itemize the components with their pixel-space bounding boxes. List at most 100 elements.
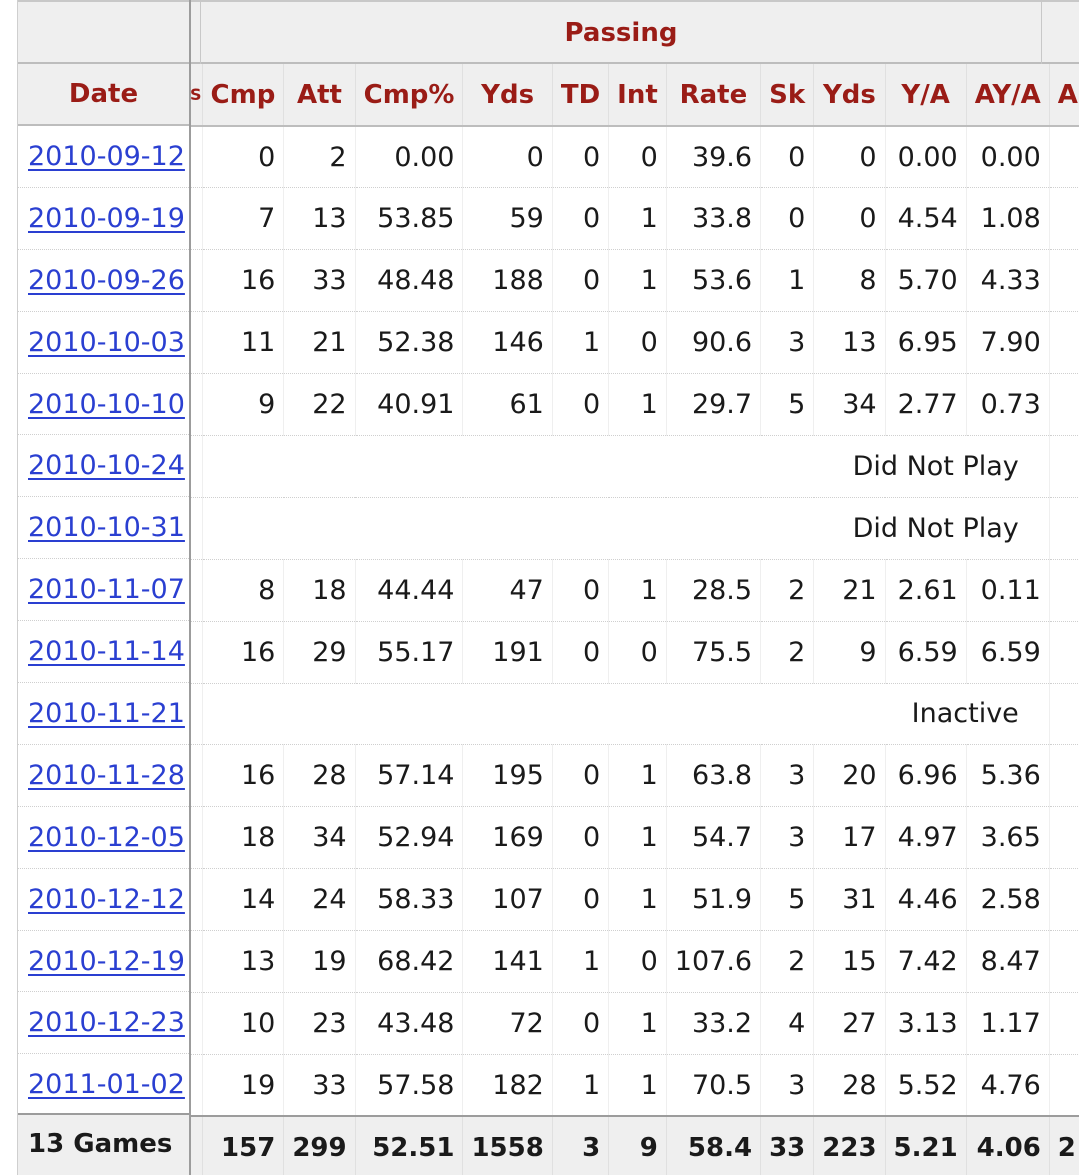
stat-cell: 29.7	[666, 373, 762, 436]
row-edge	[1049, 806, 1079, 870]
date-cell: 2010-12-19	[18, 931, 189, 993]
row-edge	[190, 311, 203, 375]
date-link[interactable]: 2010-10-31	[28, 512, 185, 544]
column-header[interactable]: Y/A	[885, 64, 967, 127]
stat-cell: 19	[202, 1054, 285, 1117]
totals-cell: 5.21	[885, 1115, 967, 1175]
column-header[interactable]: Att	[283, 64, 356, 127]
stat-cell: 6.59	[885, 621, 967, 684]
stat-cell: 17	[813, 806, 886, 870]
passing-group-header: Passing	[564, 18, 678, 48]
stat-cell: 28.5	[666, 559, 762, 622]
date-link[interactable]: 2010-10-10	[28, 388, 185, 420]
row-edge	[190, 683, 203, 746]
row-edge	[190, 744, 203, 808]
stat-cell: 33.2	[666, 992, 762, 1055]
stat-cell: 11	[202, 311, 285, 375]
date-link[interactable]: 2010-09-12	[28, 141, 185, 172]
row-edge	[1049, 683, 1079, 746]
table-row: 16 29 55.17 191 0 0 75.5 2 9 6.59 6.59	[190, 621, 1079, 684]
column-header[interactable]: Yds	[813, 64, 886, 127]
stat-cell: 2	[760, 930, 815, 993]
date-cell: 2010-11-07	[18, 559, 189, 622]
row-edge	[190, 930, 203, 993]
stat-cell: 0	[552, 806, 610, 870]
column-header[interactable]: A	[1049, 64, 1079, 127]
date-link[interactable]: 2010-12-05	[28, 821, 185, 853]
stat-cell: 1	[552, 1054, 610, 1117]
stat-cell: 54.7	[666, 806, 762, 870]
stat-cell: 0	[813, 126, 886, 189]
column-header[interactable]: TD	[552, 64, 610, 127]
row-edge	[1049, 559, 1079, 622]
table-row: Inactive	[190, 683, 1079, 746]
stat-cell: 0	[608, 930, 667, 993]
stat-cell: 3	[760, 744, 815, 808]
totals-cell: 157	[202, 1115, 285, 1175]
date-link[interactable]: 2011-01-02	[28, 1069, 185, 1101]
date-link[interactable]: 2010-11-14	[28, 636, 185, 668]
date-link[interactable]: 2010-12-12	[28, 883, 185, 915]
stat-cell: 52.38	[355, 311, 464, 375]
date-cell: 2010-11-28	[18, 745, 189, 807]
stat-cell: 0	[552, 992, 610, 1055]
stat-cell: 53.6	[666, 249, 762, 313]
table-body: 0 2 0.00 0 0 0 39.6 0 0 0.00 0.00 7 13 53.85 59 0 1 33.8 0…	[190, 126, 1079, 1117]
column-header[interactable]: Yds	[462, 64, 553, 127]
stat-cell: 9	[202, 373, 285, 436]
stat-cell: 3	[760, 806, 815, 870]
totals-cell: 1558	[462, 1115, 553, 1175]
date-link[interactable]: 2010-12-23	[28, 1007, 185, 1039]
date-link[interactable]: 2010-09-19	[28, 202, 185, 234]
date-link[interactable]: 2010-11-28	[28, 759, 185, 791]
totals-cell: 9	[608, 1115, 667, 1175]
date-link[interactable]: 2010-10-03	[28, 326, 185, 358]
stat-cell: 53.85	[355, 187, 464, 251]
column-header[interactable]: Sk	[760, 64, 815, 127]
table-row: 19 33 57.58 182 1 1 70.5 3 28 5.52 4.76	[190, 1054, 1079, 1117]
column-header[interactable]: Cmp%	[355, 64, 464, 127]
stat-cell: 6.95	[885, 311, 967, 375]
column-header[interactable]: AY/A	[966, 64, 1050, 127]
date-link[interactable]: 2010-11-07	[28, 574, 185, 606]
date-link[interactable]: 2010-09-26	[28, 264, 185, 296]
stat-cell: 0	[552, 621, 610, 684]
stat-cell: 2	[283, 126, 356, 189]
date-cells: 2010-09-12 2010-09-19 2010-09-26 2010-10-03…	[18, 126, 189, 1117]
column-header[interactable]: Cmp	[202, 64, 285, 127]
stat-cell: 2	[760, 621, 815, 684]
stat-cell: 61	[462, 373, 553, 436]
date-link[interactable]: 2010-11-21	[28, 698, 185, 730]
date-link[interactable]: 2010-10-24	[28, 450, 185, 482]
stat-cell: 146	[462, 311, 553, 375]
stat-cell: 7	[202, 187, 285, 251]
stat-cell: 29	[283, 621, 356, 684]
date-link[interactable]: 2010-12-19	[28, 945, 185, 977]
stat-cell: 21	[283, 311, 356, 375]
stat-cell: 0	[552, 559, 610, 622]
column-header[interactable]: Int	[608, 64, 667, 127]
date-header[interactable]: Date	[18, 64, 189, 126]
stat-cell: 8	[202, 559, 285, 622]
stat-cell: 0	[552, 249, 610, 313]
stat-cell: 59	[462, 187, 553, 251]
stat-cell: 57.58	[355, 1054, 464, 1117]
stat-cell: 16	[202, 249, 285, 313]
stat-cell: 0	[760, 187, 815, 251]
stat-cell: 191	[462, 621, 553, 684]
stat-cell: 0	[608, 621, 667, 684]
column-header[interactable]: Rate	[666, 64, 762, 127]
stat-cell: 1	[552, 311, 610, 375]
stat-cell: 1	[608, 868, 667, 932]
row-edge	[190, 868, 203, 932]
stat-cell: 107	[462, 868, 553, 932]
stat-cell: 7.90	[966, 311, 1050, 375]
row-edge	[190, 1054, 203, 1117]
row-edge	[190, 249, 203, 313]
table-row: 8 18 44.44 47 0 1 28.5 2 21 2.61 0.11	[190, 559, 1079, 622]
table-row: 16 33 48.48 188 0 1 53.6 1 8 5.70 4.33	[190, 249, 1079, 313]
row-edge	[190, 992, 203, 1055]
stat-cell: 18	[283, 559, 356, 622]
table-row: 16 28 57.14 195 0 1 63.8 3 20 6.96 5.36	[190, 744, 1079, 808]
